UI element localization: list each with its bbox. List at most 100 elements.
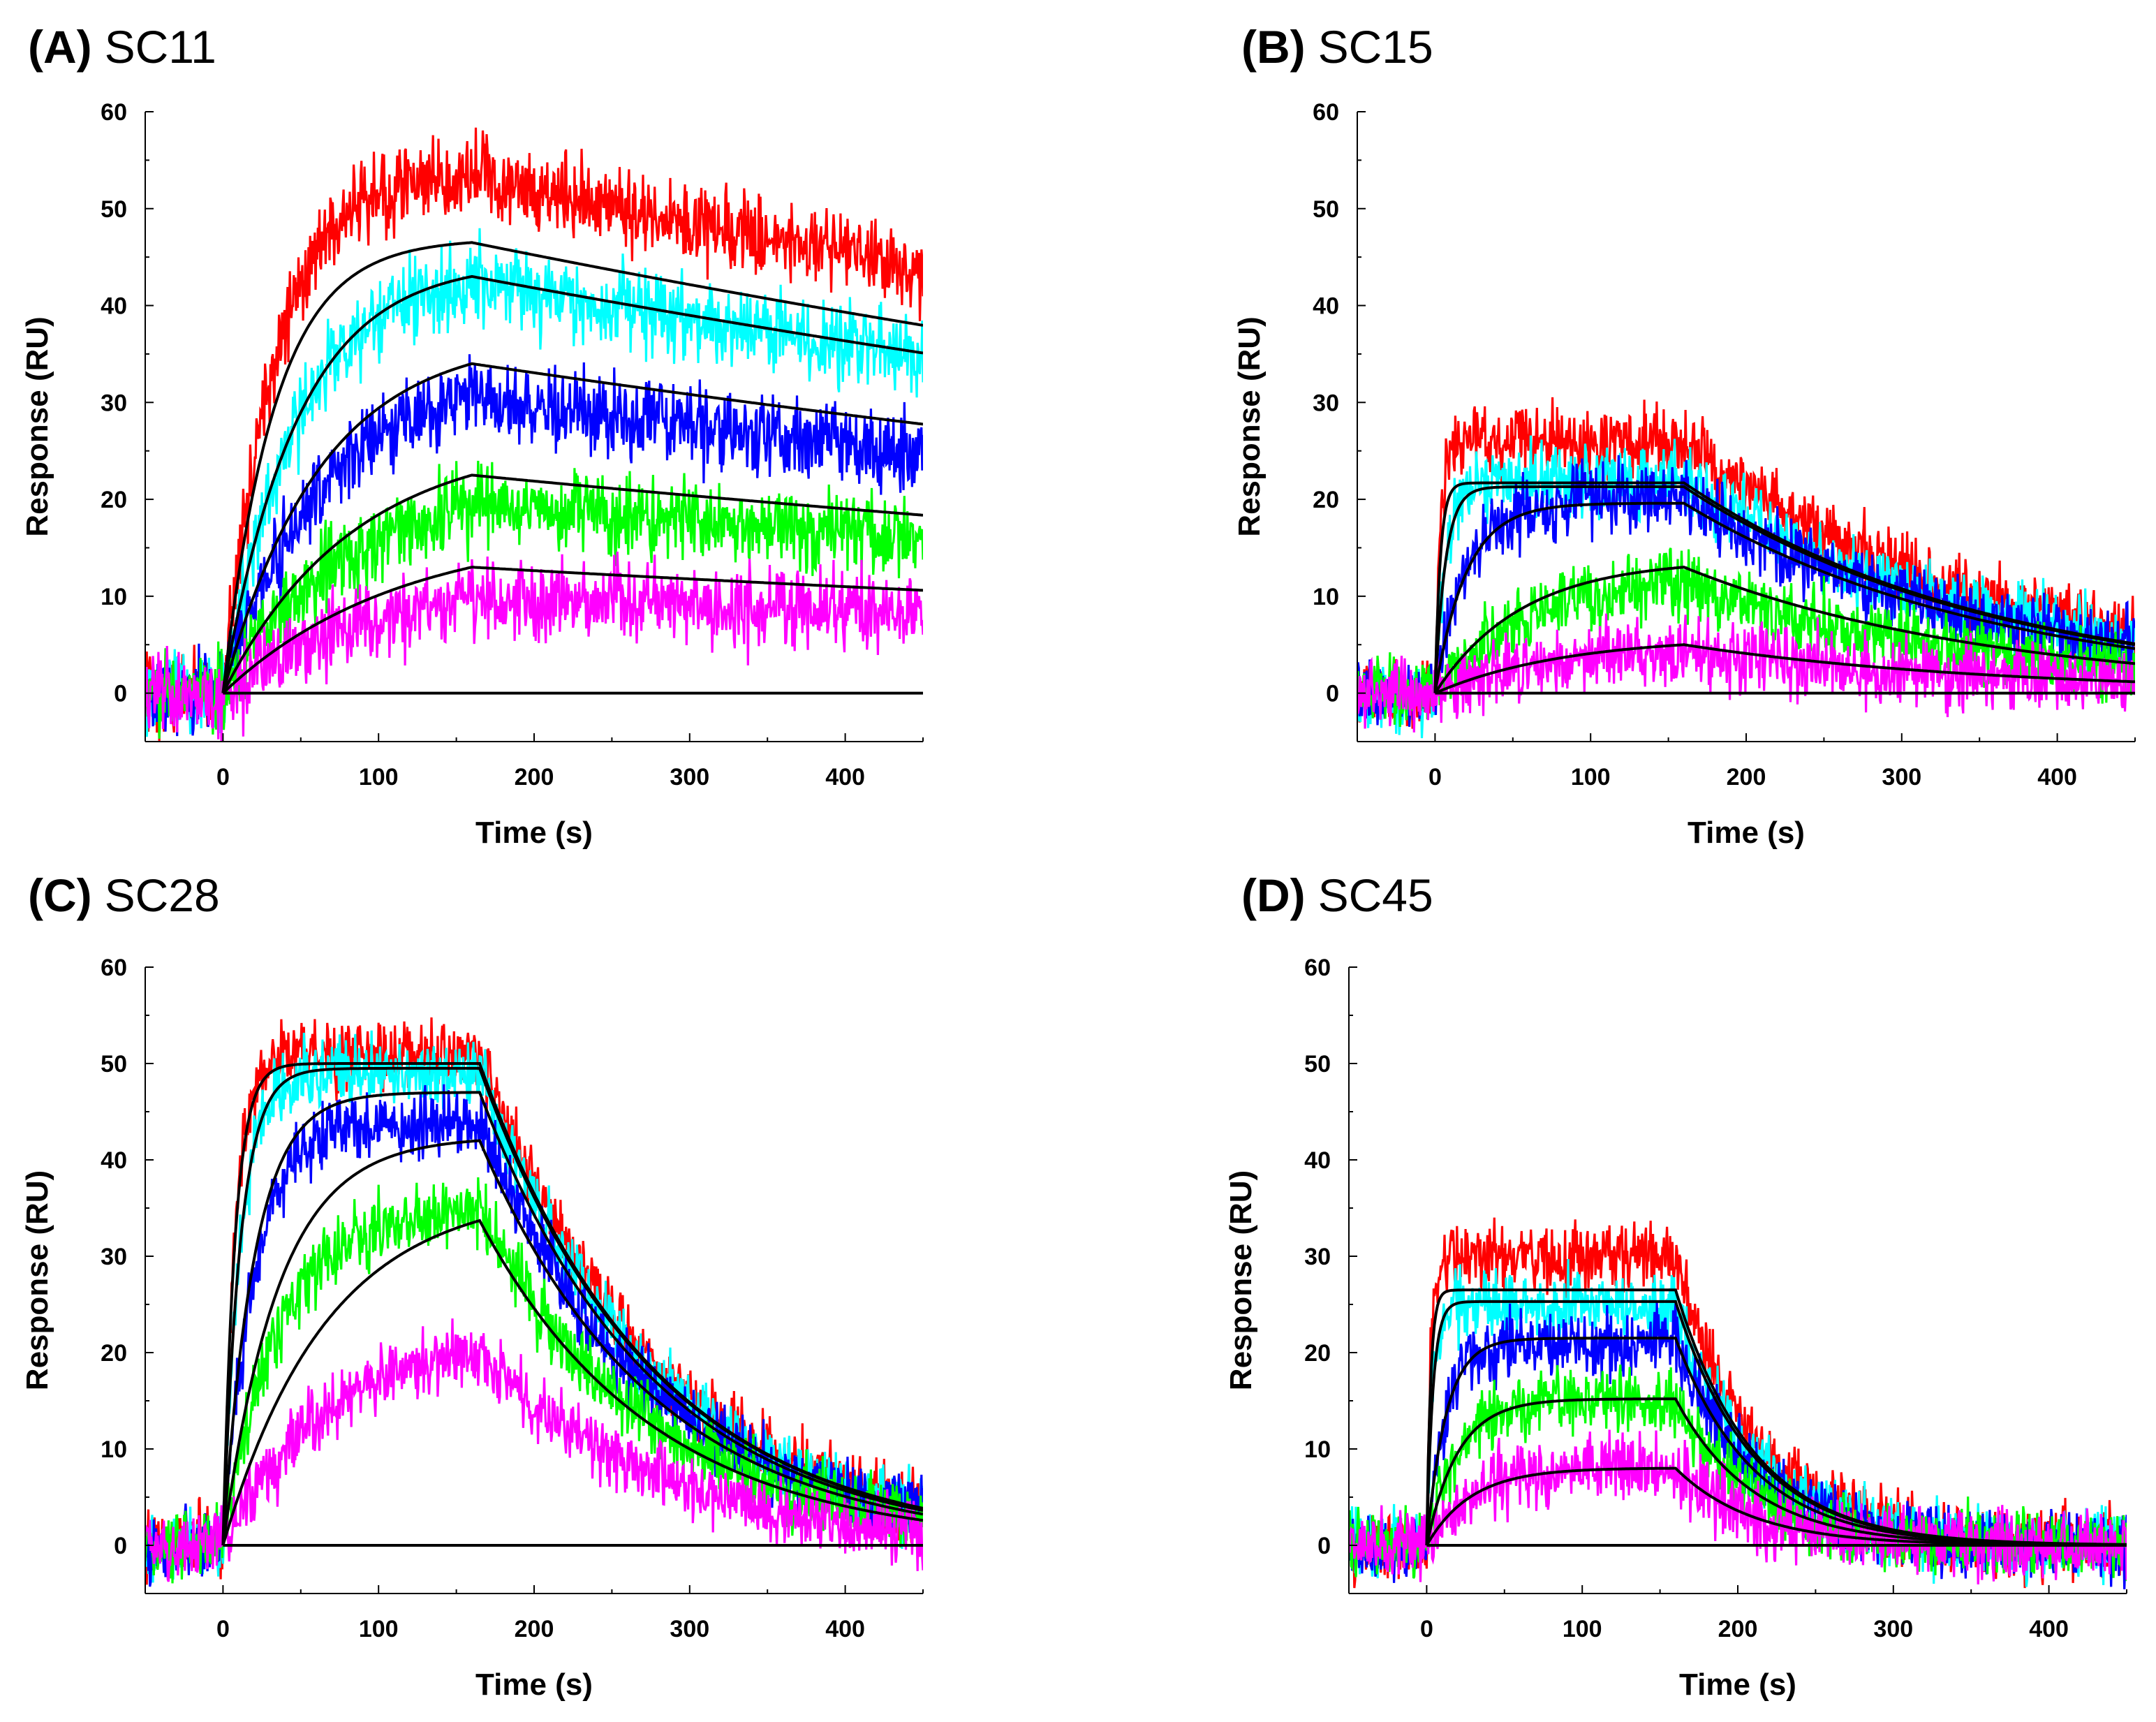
- x-tick-label: 0: [216, 764, 230, 790]
- fit-curve-cyan: [221, 1066, 923, 1546]
- y-tick-label: 30: [1304, 1244, 1331, 1270]
- y-tick-label: 40: [101, 293, 127, 320]
- y-tick-label: 60: [101, 955, 127, 981]
- fit-curve-green: [1433, 566, 2135, 694]
- panel-label: (C): [28, 869, 92, 921]
- y-tick-label: 50: [1304, 1051, 1331, 1077]
- y-tick-label: 60: [1313, 99, 1339, 126]
- x-axis-title: Time (s): [475, 1668, 593, 1702]
- y-tick-label: 60: [101, 99, 127, 126]
- panel-title: (A) SC11: [28, 21, 216, 73]
- panel-label: (A): [28, 21, 92, 73]
- y-tick-label: 0: [1317, 1533, 1331, 1559]
- data-trace-magenta: [1349, 1429, 2127, 1584]
- y-tick-label: 0: [114, 681, 127, 707]
- y-tick-label: 50: [101, 196, 127, 223]
- y-tick-label: 10: [101, 1436, 127, 1463]
- panel-title: (D) SC45: [1241, 869, 1433, 921]
- data-trace-red: [1357, 397, 2135, 729]
- y-tick-label: 50: [101, 1051, 127, 1077]
- data-trace-blue: [145, 354, 923, 737]
- fit-curve-magenta: [1425, 1466, 2127, 1547]
- x-tick-label: 400: [2037, 764, 2077, 790]
- x-axis-title: Time (s): [475, 816, 593, 850]
- x-tick-label: 0: [1428, 764, 1442, 790]
- fit-curve-red: [221, 241, 923, 693]
- x-tick-label: 0: [1420, 1616, 1433, 1642]
- y-tick-label: 10: [1313, 584, 1339, 610]
- y-tick-label: 20: [101, 1340, 127, 1367]
- y-tick-label: 0: [114, 1533, 127, 1559]
- x-axis-title: Time (s): [1688, 816, 1805, 850]
- x-tick-label: 100: [359, 1616, 399, 1642]
- panel-title: (C) SC28: [28, 869, 220, 921]
- x-tick-label: 400: [825, 1616, 865, 1642]
- fit-curve-cyan: [221, 274, 923, 693]
- x-tick-label: 100: [1571, 764, 1611, 790]
- x-tick-label: 100: [1563, 1616, 1602, 1642]
- panel-sc15: (B) SC15 0 10 20 30 40 50 60 0 100 200 300 400 Time (s…: [1232, 21, 2136, 850]
- fit-curve-green: [221, 1139, 923, 1546]
- y-tick-label: 10: [1304, 1436, 1331, 1463]
- data-trace-blue: [1357, 455, 2135, 727]
- x-tick-label: 300: [1882, 764, 1921, 790]
- x-tick-label: 200: [515, 1616, 554, 1642]
- data-area: [145, 1017, 923, 1587]
- fit-curve-magenta: [1434, 643, 2135, 695]
- y-tick-label: 50: [1313, 196, 1339, 223]
- data-trace-magenta: [1357, 613, 2135, 733]
- x-tick-label: 200: [1727, 764, 1766, 790]
- fit-curve-blue: [221, 362, 923, 694]
- panel-label: (B): [1241, 21, 1306, 73]
- x-tick-label: 0: [216, 1616, 230, 1642]
- y-axis-title: Response (RU): [20, 316, 54, 536]
- fit-curve-green: [221, 473, 923, 694]
- panel-name: SC45: [1318, 869, 1433, 921]
- fit-curve-magenta: [222, 566, 923, 695]
- panel-sc45: (D) SC45 0 10 20 30 40 50 60 0 100 200 300 400 Time (s…: [1224, 869, 2127, 1702]
- panel-sc28: (C) SC28 0 10 20 30 40 50 60 0 100 200 300 400 Time (s…: [20, 869, 924, 1702]
- y-tick-label: 60: [1304, 955, 1331, 981]
- panel-label: (D): [1241, 869, 1306, 921]
- y-tick-label: 30: [101, 1244, 127, 1270]
- fit-curve-cyan: [1433, 485, 2135, 693]
- y-axis-title: Response (RU): [1232, 316, 1267, 536]
- data-trace-green: [145, 460, 923, 739]
- y-tick-label: 0: [1326, 681, 1339, 707]
- y-tick-label: 40: [101, 1147, 127, 1174]
- x-tick-label: 300: [670, 764, 709, 790]
- fit-curve-magenta: [221, 1219, 923, 1546]
- y-tick-label: 40: [1304, 1147, 1331, 1174]
- panel-name: SC15: [1318, 21, 1433, 73]
- data-area: [1357, 397, 2135, 739]
- data-area: [1349, 1217, 2127, 1589]
- y-tick-label: 20: [1313, 487, 1339, 513]
- data-area: [145, 127, 923, 742]
- x-axis-title: Time (s): [1679, 1668, 1796, 1702]
- panel-title: (B) SC15: [1241, 21, 1433, 73]
- y-axis-title: Response (RU): [20, 1170, 54, 1390]
- y-axis-title: Response (RU): [1224, 1170, 1258, 1390]
- x-tick-label: 400: [825, 764, 865, 790]
- panel-name: SC11: [105, 21, 216, 73]
- data-trace-red: [145, 127, 923, 741]
- x-tick-label: 100: [359, 764, 399, 790]
- data-trace-green: [1349, 1364, 2127, 1582]
- y-tick-label: 40: [1313, 293, 1339, 320]
- y-tick-label: 30: [1313, 390, 1339, 416]
- data-trace-magenta: [145, 1318, 923, 1582]
- y-tick-label: 10: [101, 584, 127, 610]
- x-tick-label: 400: [2029, 1616, 2069, 1642]
- y-tick-label: 20: [1304, 1340, 1331, 1367]
- fit-curve-blue: [221, 1091, 923, 1546]
- x-tick-label: 200: [515, 764, 554, 790]
- panel-name: SC28: [105, 869, 220, 921]
- x-tick-label: 300: [670, 1616, 709, 1642]
- y-tick-label: 20: [101, 487, 127, 513]
- panel-sc11: (A) SC11 0 10 20 30 40 50 60 0 100 200 300 400 Time (s…: [20, 21, 924, 850]
- x-tick-label: 200: [1718, 1616, 1758, 1642]
- data-trace-magenta: [145, 551, 923, 742]
- fit-curve-blue: [1433, 501, 2135, 693]
- y-tick-label: 30: [101, 390, 127, 416]
